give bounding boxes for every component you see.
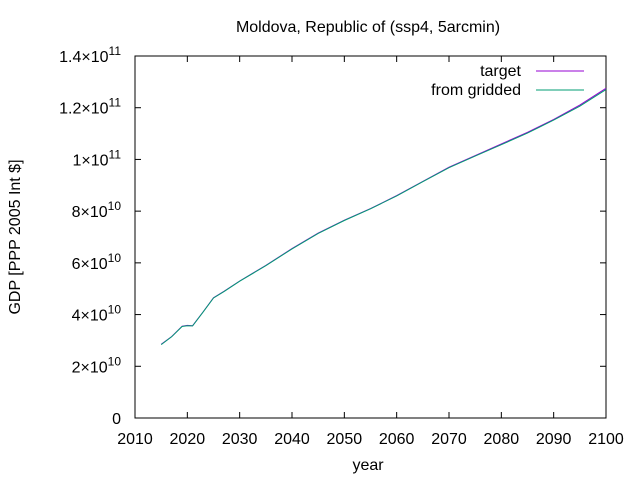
y-tick-label: 1×1011 [72,147,121,169]
x-tick-label: 2040 [274,431,310,448]
y-axis-label: GDP [PPP 2005 Int $] [7,159,24,314]
legend: target from gridded [431,63,584,99]
y-tick-label: 1.2×1011 [59,96,121,118]
legend-label: target [480,63,521,80]
y-tick-label: 1.4×1011 [59,44,121,66]
series-lines [160,87,607,346]
x-tick-label: 2100 [588,431,624,448]
y-axis: 0 2×1010 4×1010 6×1010 8×1010 1×1011 1.2×1011 1… [59,44,606,428]
x-tick-label: 2060 [379,431,415,448]
x-axis: 2010 2020 2030 2040 2050 2060 2070 2080 2090 2100 [117,56,624,448]
x-tick-label: 2030 [222,431,258,448]
chart-title: Moldova, Republic of (ssp4, 5arcmin) [236,19,500,36]
legend-label: from gridded [431,82,521,99]
x-tick-label: 2050 [327,431,363,448]
series-line-from-gridded [160,89,607,346]
y-tick-label: 0 [112,411,121,428]
x-tick-label: 2080 [484,431,520,448]
x-axis-label: year [352,457,384,474]
y-tick-label: 4×1010 [72,303,122,325]
plot-frame [134,55,607,419]
x-tick-label: 2090 [536,431,572,448]
x-tick-label: 2010 [117,431,153,448]
x-tick-label: 2020 [170,431,206,448]
y-tick-label: 6×1010 [72,251,122,273]
y-tick-label: 2×1010 [72,354,122,376]
x-tick-label: 2070 [431,431,467,448]
y-tick-label: 8×1010 [72,199,122,221]
